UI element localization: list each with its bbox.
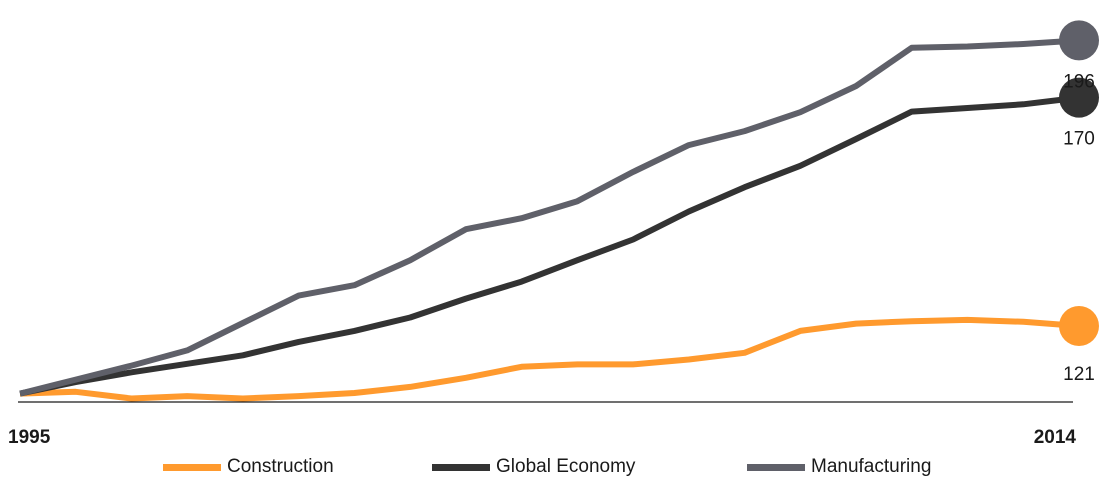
x-tick-layer: 1995 2014	[8, 427, 1076, 448]
end-value-label-construction: 121	[1063, 364, 1095, 385]
series-line-global-economy	[19, 94, 1080, 397]
end-marker-manufacturing	[1059, 20, 1099, 61]
legend-swatch-global-economy	[432, 463, 490, 471]
end-marker-construction	[1059, 306, 1099, 346]
end-value-label-global-economy: 170	[1063, 129, 1095, 150]
series-line-construction	[19, 316, 1080, 402]
legend-item-manufacturing: Manufacturing	[747, 452, 931, 482]
series-line-manufacturing	[19, 37, 1080, 397]
end-value-label-manufacturing: 196	[1063, 71, 1095, 92]
legend-swatch-construction	[163, 463, 221, 471]
legend-swatch-manufacturing	[747, 463, 805, 471]
legend-item-global-economy: Global Economy	[432, 452, 635, 482]
series-layer	[19, 20, 1099, 402]
chart-legend: Construction Global Economy Manufacturin…	[0, 452, 1107, 482]
end-marker-global-economy	[1059, 77, 1099, 118]
legend-item-construction: Construction	[163, 452, 334, 482]
line-chart: 121 170 196 1995 2014	[8, 20, 1099, 448]
legend-label-construction: Construction	[227, 456, 334, 477]
label-layer: 121 170 196	[1063, 71, 1095, 385]
x-tick-label-1995: 1995	[8, 427, 51, 448]
legend-label-manufacturing: Manufacturing	[811, 456, 932, 477]
legend-label-global-economy: Global Economy	[496, 456, 636, 477]
x-tick-label-2014: 2014	[1034, 427, 1077, 448]
